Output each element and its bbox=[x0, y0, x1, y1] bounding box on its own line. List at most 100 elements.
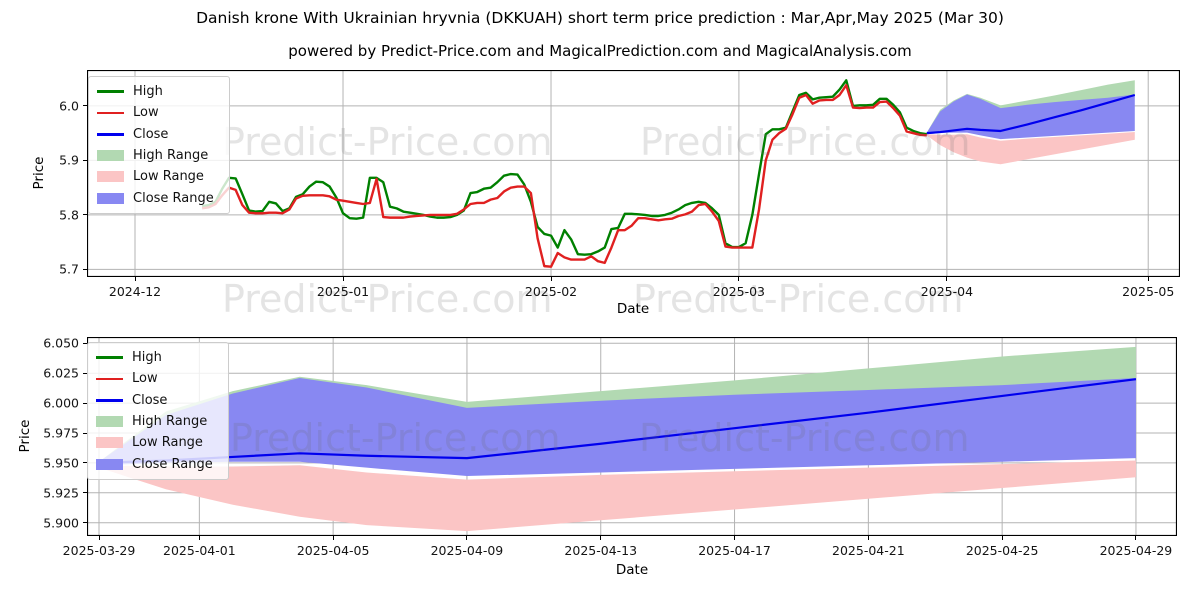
x-tick-label: 2025-04 bbox=[920, 284, 974, 299]
y-tick-mark bbox=[83, 462, 87, 464]
legend-label: Close bbox=[132, 392, 168, 408]
x-tick-label: 2025-04-25 bbox=[965, 543, 1039, 558]
legend-label: High Range bbox=[132, 414, 208, 430]
date-axis-label-top: Date bbox=[616, 301, 650, 317]
x-tick-mark bbox=[600, 536, 602, 540]
y-tick-label: 5.950 bbox=[43, 455, 79, 471]
x-tick-mark bbox=[734, 536, 736, 540]
x-tick-label: 2025-02 bbox=[524, 284, 578, 299]
x-tick-mark bbox=[550, 277, 552, 281]
y-tick-mark bbox=[83, 492, 87, 494]
low-range-band bbox=[926, 132, 1135, 165]
x-tick-mark bbox=[946, 277, 948, 281]
y-tick-label: 6.050 bbox=[43, 335, 79, 351]
legend-label: Close bbox=[133, 126, 169, 142]
watermark-text: Predict-Price.com bbox=[639, 416, 970, 460]
y-tick-label: 6.0 bbox=[59, 98, 79, 114]
legend-fill-swatch bbox=[97, 150, 124, 162]
legend-fill-swatch bbox=[96, 437, 123, 449]
y-tick-label: 5.7 bbox=[59, 261, 79, 277]
low-line bbox=[201, 83, 927, 268]
x-tick-mark bbox=[867, 536, 869, 540]
legend-line-swatch bbox=[96, 398, 123, 402]
close-range-band bbox=[99, 377, 1136, 477]
low-range-band bbox=[99, 460, 1136, 532]
price-axis-label-bottom: Price bbox=[17, 419, 33, 453]
legend-fill-swatch bbox=[97, 192, 124, 204]
legend-item-close: Close bbox=[96, 390, 218, 411]
x-tick-mark bbox=[134, 277, 136, 281]
x-tick-mark bbox=[1135, 536, 1137, 540]
y-tick-mark bbox=[83, 402, 87, 404]
legend-item-low: Low bbox=[97, 102, 219, 123]
y-tick-mark bbox=[83, 268, 87, 270]
legend-label: Low bbox=[132, 371, 158, 387]
x-tick-mark bbox=[342, 277, 344, 281]
y-tick-label: 6.000 bbox=[43, 395, 79, 411]
legend-label: High Range bbox=[133, 148, 209, 164]
legend-label: Close Range bbox=[132, 456, 213, 472]
x-tick-label: 2025-04-17 bbox=[698, 543, 771, 558]
legend-item-low-range: Low Range bbox=[96, 432, 218, 453]
watermark-text: Predict-Price.com bbox=[633, 277, 964, 321]
legend-item-low: Low bbox=[96, 368, 218, 389]
legend-line-swatch bbox=[96, 377, 123, 381]
plot-border bbox=[87, 70, 1180, 277]
x-tick-label: 2025-04-09 bbox=[430, 543, 504, 558]
x-tick-label: 2025-04-01 bbox=[163, 543, 236, 558]
high-range-band bbox=[926, 80, 1135, 134]
legend-line-swatch bbox=[96, 356, 123, 359]
legend-label: Low bbox=[133, 105, 159, 121]
x-tick-mark bbox=[198, 536, 200, 540]
forecast-detail-plot-area bbox=[87, 337, 1177, 536]
legend-label: Close Range bbox=[133, 190, 214, 206]
legend-label: Low Range bbox=[132, 435, 203, 451]
legend-label: Low Range bbox=[133, 169, 204, 185]
legend-fill-swatch bbox=[97, 171, 124, 183]
y-tick-mark bbox=[83, 372, 87, 374]
powered-by-subtitle: powered by Predict-Price.com and Magical… bbox=[288, 42, 912, 60]
legend-item-high-range: High Range bbox=[97, 145, 219, 166]
x-tick-mark bbox=[466, 536, 468, 540]
y-tick-mark bbox=[83, 105, 87, 107]
x-tick-mark bbox=[332, 536, 334, 540]
history-and-forecast-plot-area bbox=[87, 70, 1180, 277]
legend-line-swatch bbox=[97, 90, 124, 93]
x-tick-mark bbox=[1147, 277, 1149, 281]
legend-label: High bbox=[133, 84, 163, 100]
legend-item-high-range: High Range bbox=[96, 411, 218, 432]
y-tick-label: 5.900 bbox=[43, 515, 79, 531]
y-tick-mark bbox=[83, 342, 87, 344]
x-tick-label: 2025-03 bbox=[712, 284, 766, 299]
watermark-text: Predict-Price.com bbox=[222, 120, 553, 164]
x-tick-label: 2025-03-29 bbox=[62, 543, 136, 558]
x-tick-label: 2024-12 bbox=[108, 284, 162, 299]
y-tick-label: 5.9 bbox=[59, 152, 79, 168]
x-tick-mark bbox=[98, 536, 100, 540]
x-tick-mark bbox=[1001, 536, 1003, 540]
y-tick-mark bbox=[83, 432, 87, 434]
y-tick-label: 6.025 bbox=[43, 365, 79, 381]
legend: High Low Close High Range Low Range Close Ran… bbox=[88, 76, 230, 214]
y-tick-label: 5.975 bbox=[43, 425, 79, 441]
legend-item-close-range: Close Range bbox=[97, 187, 219, 208]
x-tick-label: 2025-04-21 bbox=[832, 543, 905, 558]
x-tick-label: 2025-05 bbox=[1122, 284, 1175, 299]
legend-line-swatch bbox=[97, 111, 124, 115]
high-line bbox=[201, 79, 927, 256]
close-line bbox=[926, 93, 1136, 135]
x-tick-label: 2025-04-29 bbox=[1099, 543, 1173, 558]
x-tick-mark bbox=[738, 277, 740, 281]
legend-fill-swatch bbox=[96, 458, 123, 470]
x-tick-label: 2025-04-05 bbox=[296, 543, 370, 558]
y-tick-label: 5.925 bbox=[43, 485, 79, 501]
watermark-text: Predict-Price.com bbox=[230, 416, 561, 460]
y-tick-mark bbox=[83, 522, 87, 524]
y-tick-mark bbox=[83, 214, 87, 216]
legend-line-swatch bbox=[97, 132, 124, 136]
legend-item-high: High bbox=[97, 81, 219, 102]
close-range-band bbox=[926, 94, 1135, 140]
legend-label: High bbox=[132, 350, 162, 366]
x-tick-label: 2025-01 bbox=[316, 284, 370, 299]
